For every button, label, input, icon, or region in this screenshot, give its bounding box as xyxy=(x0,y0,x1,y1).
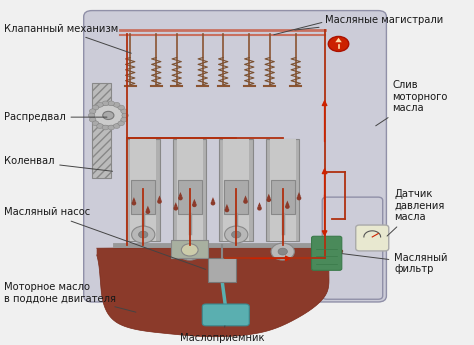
FancyBboxPatch shape xyxy=(356,225,389,251)
Bar xyxy=(223,139,249,241)
FancyBboxPatch shape xyxy=(322,197,383,299)
Ellipse shape xyxy=(178,196,183,200)
Ellipse shape xyxy=(225,208,229,212)
Circle shape xyxy=(93,105,123,126)
Polygon shape xyxy=(97,247,343,337)
FancyBboxPatch shape xyxy=(311,236,342,270)
Polygon shape xyxy=(211,197,215,201)
Circle shape xyxy=(118,105,124,110)
Ellipse shape xyxy=(173,206,178,210)
Circle shape xyxy=(138,231,148,238)
Circle shape xyxy=(118,121,124,126)
Circle shape xyxy=(182,244,198,256)
Text: Коленвал: Коленвал xyxy=(4,156,112,171)
Ellipse shape xyxy=(243,199,248,204)
Circle shape xyxy=(97,124,103,128)
Ellipse shape xyxy=(210,201,215,206)
Bar xyxy=(271,180,295,214)
Circle shape xyxy=(121,117,128,122)
Polygon shape xyxy=(158,195,161,200)
Circle shape xyxy=(132,226,155,243)
Circle shape xyxy=(121,109,128,114)
Bar xyxy=(266,139,300,241)
Ellipse shape xyxy=(297,196,301,200)
Polygon shape xyxy=(257,202,261,207)
FancyBboxPatch shape xyxy=(84,11,386,302)
Circle shape xyxy=(113,124,120,128)
Circle shape xyxy=(271,243,294,260)
Polygon shape xyxy=(179,192,182,196)
Circle shape xyxy=(92,105,99,110)
Ellipse shape xyxy=(285,205,290,209)
Text: Моторное масло
в поддоне двигателя: Моторное масло в поддоне двигателя xyxy=(4,282,136,312)
Circle shape xyxy=(90,117,96,122)
FancyBboxPatch shape xyxy=(202,304,249,326)
Circle shape xyxy=(328,37,349,51)
Circle shape xyxy=(108,101,115,106)
Bar xyxy=(177,139,203,241)
Text: Масляный насос: Масляный насос xyxy=(4,207,206,269)
Text: Клапанный механизм: Клапанный механизм xyxy=(4,23,131,53)
Circle shape xyxy=(102,101,109,106)
Polygon shape xyxy=(335,38,342,42)
Ellipse shape xyxy=(257,206,262,210)
Circle shape xyxy=(278,248,287,255)
Text: Слив
моторного
масла: Слив моторного масла xyxy=(376,80,447,126)
Circle shape xyxy=(102,125,109,130)
Polygon shape xyxy=(146,206,150,210)
Ellipse shape xyxy=(146,209,150,214)
Circle shape xyxy=(108,125,115,130)
Bar xyxy=(92,83,110,178)
Circle shape xyxy=(122,113,128,118)
Circle shape xyxy=(178,243,201,260)
Bar xyxy=(219,139,253,241)
Polygon shape xyxy=(297,192,301,196)
Ellipse shape xyxy=(132,201,136,206)
Circle shape xyxy=(185,248,194,255)
Polygon shape xyxy=(132,197,136,201)
Circle shape xyxy=(232,231,241,238)
Circle shape xyxy=(88,113,95,118)
Polygon shape xyxy=(285,200,289,205)
Text: Датчик
давления
масла: Датчик давления масла xyxy=(387,189,445,236)
Circle shape xyxy=(97,102,103,107)
Text: Распредвал: Распредвал xyxy=(4,112,107,122)
Text: Масляные магистрали: Масляные магистрали xyxy=(295,15,443,30)
Circle shape xyxy=(113,102,120,107)
Circle shape xyxy=(92,121,99,126)
Polygon shape xyxy=(225,204,229,208)
Bar xyxy=(130,139,156,241)
Circle shape xyxy=(103,111,114,119)
Polygon shape xyxy=(192,199,196,203)
Bar xyxy=(127,139,160,241)
Bar xyxy=(208,258,236,282)
Ellipse shape xyxy=(266,198,271,202)
Ellipse shape xyxy=(157,199,162,204)
Bar xyxy=(224,180,248,214)
Bar xyxy=(131,180,155,214)
Polygon shape xyxy=(174,202,178,207)
Circle shape xyxy=(90,109,96,114)
Text: Маслоприемник: Маслоприемник xyxy=(180,326,264,343)
Bar xyxy=(270,139,296,241)
Bar xyxy=(178,180,202,214)
Bar xyxy=(171,240,208,258)
Polygon shape xyxy=(244,195,247,200)
Polygon shape xyxy=(267,194,271,198)
Text: Масляный
фильтр: Масляный фильтр xyxy=(342,253,448,274)
Bar xyxy=(173,139,207,241)
Ellipse shape xyxy=(192,203,197,207)
Circle shape xyxy=(225,226,248,243)
